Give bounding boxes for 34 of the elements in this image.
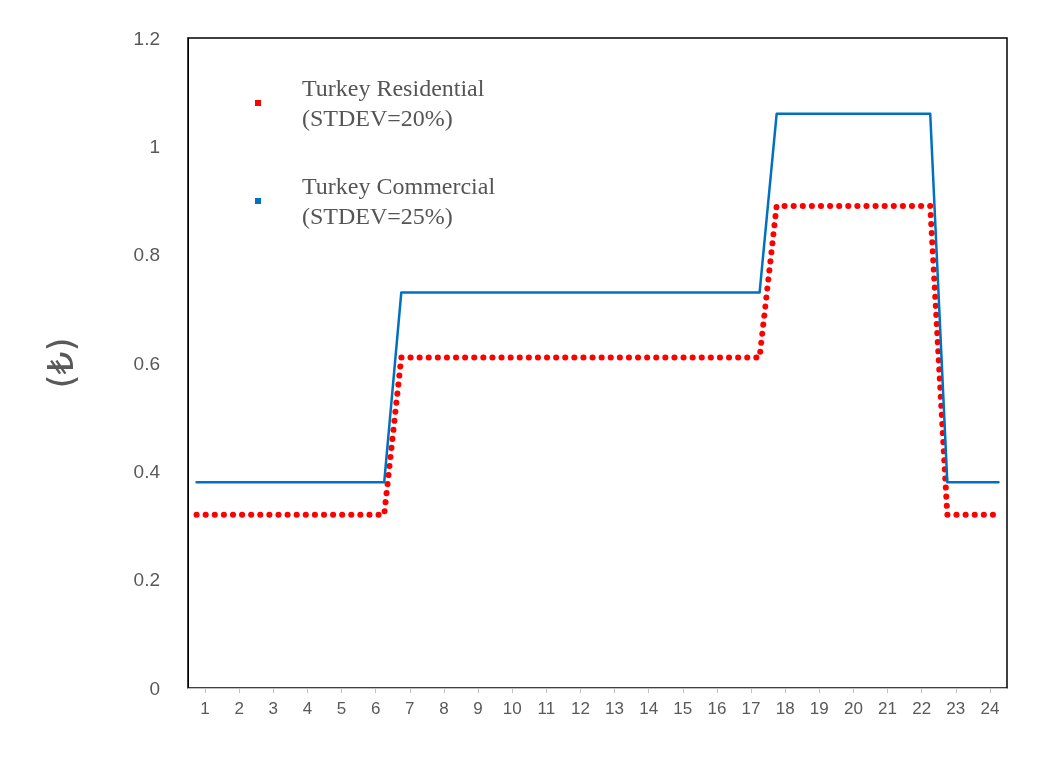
x-tick-label: 14 — [639, 699, 659, 718]
x-tick-label: 15 — [673, 699, 693, 718]
y-tick-label: 0.6 — [133, 352, 160, 374]
x-tick-label: 20 — [843, 699, 863, 718]
x-tick-label: 17 — [741, 699, 761, 718]
y-tick-label: 1 — [149, 135, 160, 157]
x-tick-label: 4 — [302, 699, 313, 718]
y-tick-label: 0.8 — [133, 244, 160, 266]
x-tick-label: 23 — [946, 699, 966, 718]
legend-label: Turkey Commercial (STDEV=25%) — [302, 173, 502, 229]
x-tick-label: 2 — [234, 699, 244, 718]
x-tick-label: 1 — [200, 699, 210, 718]
y-tick-label: 1.2 — [133, 27, 160, 49]
x-tick-label: 19 — [809, 699, 829, 718]
x-tick-label: 18 — [775, 699, 795, 718]
y-tick-label: 0 — [149, 677, 160, 699]
x-tick-label: 24 — [980, 699, 1000, 718]
x-tick-label: 11 — [537, 699, 556, 718]
legend-label: Turkey Residential (STDEV=20%) — [302, 75, 491, 131]
x-tick-label: 22 — [912, 699, 932, 718]
x-tick-label: 3 — [268, 699, 279, 718]
x-tick-label: 5 — [336, 699, 347, 718]
y-tick-label: 0.4 — [133, 460, 161, 482]
x-tick-label: 12 — [570, 699, 590, 718]
x-tick-label: 16 — [707, 699, 727, 718]
y-tick-label: 0.2 — [133, 569, 160, 591]
x-tick-label: 6 — [370, 699, 381, 718]
x-tick-label: 8 — [439, 699, 449, 718]
y-axis-title: (₺) — [39, 337, 81, 389]
x-tick-label: 21 — [878, 699, 898, 718]
x-tick-label: 13 — [605, 699, 625, 718]
x-tick-label: 7 — [405, 699, 415, 718]
x-tick-label: 10 — [502, 699, 522, 718]
x-tick-label: 9 — [473, 699, 483, 718]
